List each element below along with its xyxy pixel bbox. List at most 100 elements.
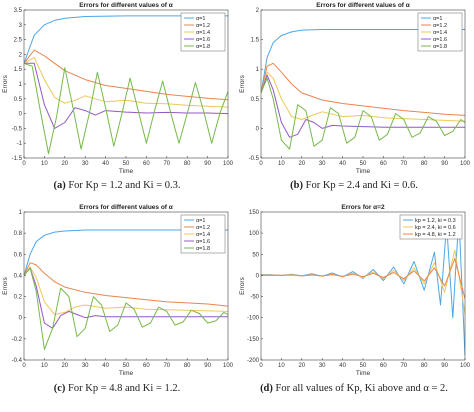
x-tick-label: 60 (380, 161, 387, 167)
legend-entry: kp = 1.2, ki = 0.3 (415, 218, 456, 224)
chart-svg: Errors for α=2 0 10 20 30 40 50 60 70 80 90 100 -200… (239, 204, 471, 377)
x-tick-label: 20 (298, 161, 305, 167)
y-tick-label: 3.5 (14, 8, 23, 14)
x-tick-label: 30 (319, 161, 326, 167)
x-tick-label: 100 (223, 363, 234, 369)
series-line (261, 29, 465, 93)
x-tick-label: 20 (61, 363, 68, 369)
legend-entry: α=1 (433, 16, 442, 22)
chart-svg: Errors for different values of α0 10 20 30 4… (239, 2, 471, 175)
series-line (24, 15, 228, 64)
x-tick-label: 10 (278, 161, 285, 167)
legend-entry: kp = 4.8, ki = 1.2 (415, 232, 456, 238)
series-line (261, 71, 465, 122)
x-tick-label: 80 (421, 161, 428, 167)
chart-title: Errors for different values of α (316, 2, 410, 9)
y-tick-label: 0 (19, 316, 23, 322)
series-line (261, 74, 465, 138)
y-tick-label: 100 (249, 231, 260, 237)
x-tick-label: 30 (319, 363, 326, 369)
series-line (24, 49, 228, 101)
legend: α=1α=1.2α=1.4α=1.6α=1.8 (180, 12, 226, 52)
x-tick-label: 100 (460, 161, 471, 167)
x-tick-label: 80 (421, 363, 428, 369)
x-tick-label: 0 (22, 363, 26, 369)
caption-b: (b) For Kp = 2.4 and Ki = 0.6. (237, 180, 471, 191)
series-line (261, 77, 465, 150)
caption-a: (a) For Kp = 1.2 and Ki = 0.3. (0, 180, 234, 191)
x-tick-label: 40 (102, 161, 109, 167)
series-line (24, 62, 228, 129)
caption-tag: (d) (260, 383, 273, 394)
x-axis-label: Time (356, 370, 371, 377)
y-tick-label: 0 (19, 112, 23, 118)
caption-tag: (a) (53, 180, 66, 191)
y-tick-label: 3 (19, 23, 23, 29)
y-axis-label: Errors (239, 74, 246, 92)
y-tick-label: 2 (19, 52, 23, 58)
x-tick-label: 60 (380, 363, 387, 369)
chart-title: Errors for different values of α (79, 204, 173, 211)
y-tick-label: 2 (256, 8, 260, 14)
x-tick-label: 20 (298, 363, 305, 369)
y-tick-label: -0.2 (12, 337, 23, 343)
x-tick-label: 80 (184, 363, 191, 369)
chart-svg: Errors for different values of α0 10 20 30 4… (2, 2, 234, 175)
legend-entry: α=1.2 (196, 23, 210, 29)
x-axis-label: Time (119, 370, 134, 377)
legend-entry: α=1.6 (433, 37, 447, 43)
y-tick-label: 1 (19, 82, 23, 88)
series-line (261, 62, 465, 116)
y-tick-label: 0.5 (251, 97, 260, 103)
y-tick-label: 0 (256, 273, 260, 279)
y-tick-label: 150 (249, 210, 260, 216)
series-line (261, 258, 465, 299)
x-tick-label: 0 (22, 161, 26, 167)
series-line (24, 62, 228, 155)
y-tick-label: -100 (247, 316, 260, 322)
x-tick-label: 10 (41, 363, 48, 369)
x-tick-label: 50 (360, 161, 367, 167)
y-tick-label: 50 (252, 252, 259, 258)
x-tick-label: 90 (441, 363, 448, 369)
legend: α=1α=1.2α=1.4α=1.6α=1.8 (180, 214, 226, 254)
legend-entry: α=1.2 (196, 225, 210, 231)
y-axis-label: Errors (239, 276, 246, 294)
y-tick-label: 1.5 (14, 67, 23, 73)
x-tick-label: 30 (82, 161, 89, 167)
y-tick-label: -150 (247, 337, 260, 343)
series-line (261, 249, 465, 314)
legend-entry: α=1.8 (196, 246, 210, 252)
x-tick-label: 70 (163, 161, 170, 167)
y-tick-label: 2.5 (14, 38, 23, 44)
legend-entry: α=1 (196, 218, 205, 224)
legend-entry: α=1.4 (196, 232, 210, 238)
y-tick-label: 0.8 (14, 231, 23, 237)
x-axis-label: Time (119, 168, 134, 175)
y-tick-label: 1 (256, 67, 260, 73)
x-tick-label: 40 (339, 161, 346, 167)
y-tick-label: -0.5 (12, 126, 23, 132)
y-tick-label: 1 (19, 210, 23, 216)
series-line (24, 229, 228, 276)
y-axis-label: Errors (2, 74, 9, 92)
x-tick-label: 70 (163, 363, 170, 369)
x-tick-label: 10 (278, 363, 285, 369)
x-tick-label: 90 (441, 161, 448, 167)
y-tick-label: -200 (247, 358, 260, 364)
chart-panel-c: Errors for different values of α 0 10 20 30 4… (0, 202, 234, 380)
x-tick-label: 70 (400, 161, 407, 167)
chart-svg: Errors for different values of α0 10 20 30 4… (2, 204, 234, 377)
x-tick-label: 10 (41, 161, 48, 167)
caption-text: For Kp = 1.2 and Ki = 0.3. (68, 180, 181, 191)
y-tick-label: -1 (17, 141, 23, 147)
series-line (24, 267, 228, 350)
x-tick-label: 50 (123, 363, 130, 369)
x-tick-label: 80 (184, 161, 191, 167)
chart-panel-b: Errors for different values of α 0 10 20 30 4… (237, 0, 471, 178)
series-line (24, 56, 228, 108)
x-tick-label: 90 (204, 363, 211, 369)
y-tick-label: 0.4 (14, 273, 23, 279)
x-tick-label: 30 (82, 363, 89, 369)
y-tick-label: 1.5 (251, 38, 260, 44)
